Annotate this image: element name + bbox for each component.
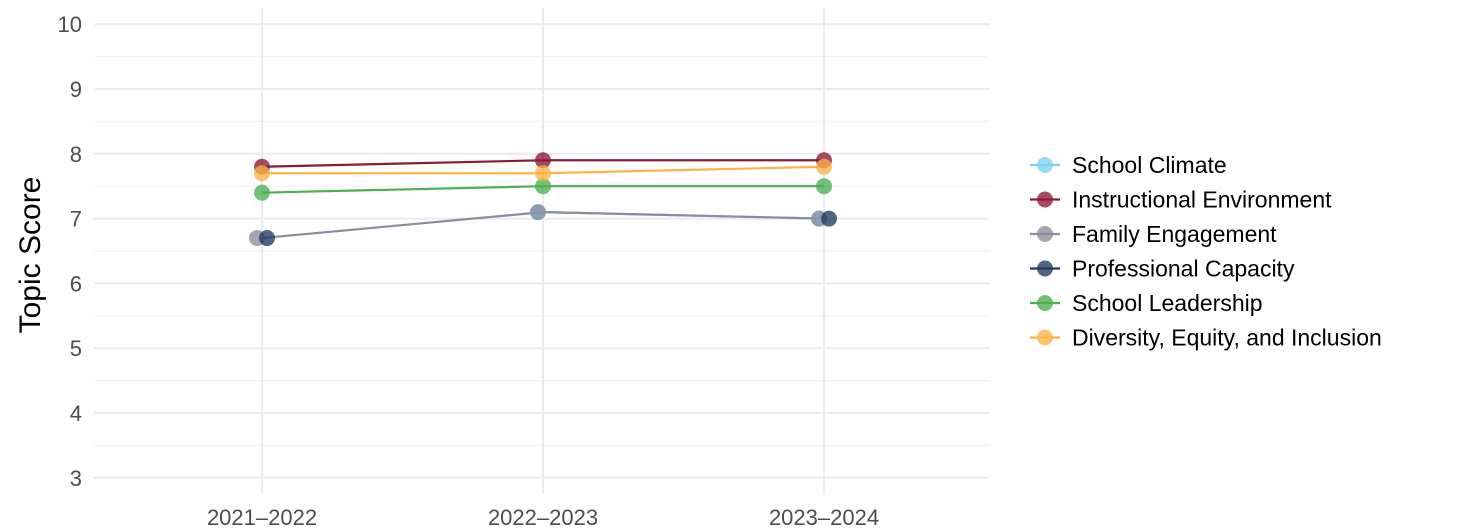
series-line (261, 211, 544, 240)
y-tick-label: 5 (70, 336, 82, 361)
legend-key-point (1037, 191, 1053, 208)
data-point (816, 178, 832, 195)
data-point (254, 184, 270, 201)
y-tick-label: 6 (70, 271, 82, 296)
legend-label: School Climate (1072, 152, 1227, 178)
y-tick-label: 10 (58, 12, 82, 37)
y-tick-label: 3 (70, 466, 82, 491)
x-tick-label: 2022–2023 (488, 505, 598, 530)
legend-key-point (1037, 157, 1053, 173)
legend-label: Diversity, Equity, and Inclusion (1072, 325, 1382, 351)
data-point (254, 165, 270, 182)
legend-label: Professional Capacity (1072, 256, 1295, 282)
y-axis-ticks: 3 4 5 6 7 8 9 10 (58, 12, 82, 491)
legend-label: Instructional Environment (1072, 187, 1332, 213)
legend-key-point (1037, 226, 1053, 242)
data-point (530, 204, 546, 221)
x-axis-ticks: 2021–2022 2022–2023 2023–2024 (207, 505, 879, 530)
data-point (535, 178, 551, 195)
legend-label: School Leadership (1072, 290, 1263, 316)
legend-key-point (1037, 260, 1053, 277)
y-tick-label: 8 (70, 142, 82, 167)
y-axis-title: Topic Score (14, 177, 47, 334)
x-tick-label: 2021–2022 (207, 505, 317, 530)
data-point (821, 210, 837, 227)
grid (94, 8, 990, 494)
data-point (535, 165, 551, 182)
series-line (261, 185, 544, 194)
y-tick-label: 4 (70, 401, 82, 426)
legend-key-point (1037, 295, 1053, 311)
data-point (535, 152, 551, 169)
legend-key-point (1037, 329, 1053, 346)
series-points (249, 152, 837, 247)
y-tick-label: 7 (70, 207, 82, 232)
series-line (542, 165, 825, 175)
legend-label: Family Engagement (1072, 221, 1277, 247)
y-tick-label: 9 (70, 77, 82, 102)
data-point (259, 230, 275, 247)
x-tick-label: 2023–2024 (769, 505, 879, 530)
series-lines (261, 159, 825, 240)
data-point (816, 158, 832, 175)
legend: School Climate Instructional Environment F… (1030, 152, 1382, 351)
series-line (542, 211, 825, 220)
series-line (261, 159, 544, 168)
